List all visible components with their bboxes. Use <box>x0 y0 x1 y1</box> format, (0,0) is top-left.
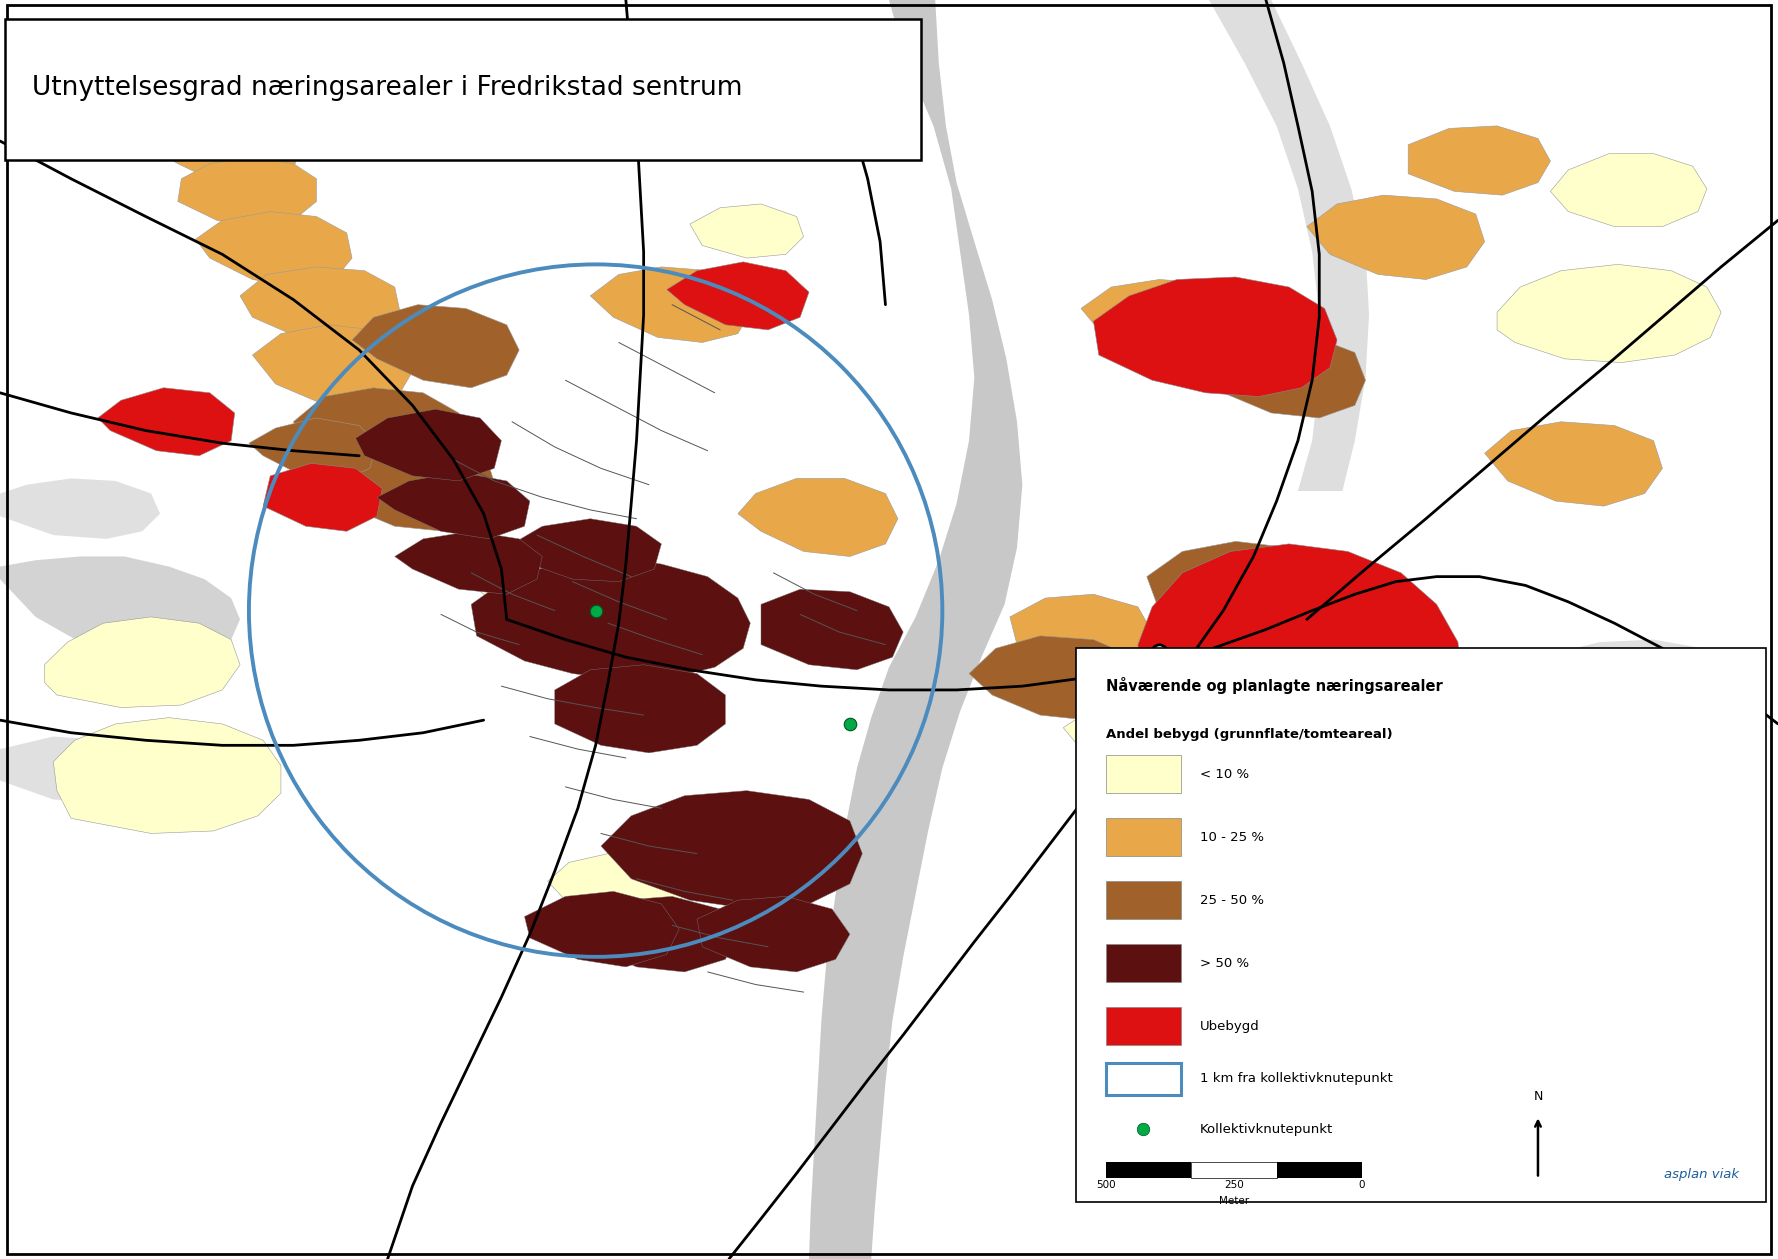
Polygon shape <box>601 791 862 909</box>
Polygon shape <box>1138 544 1462 749</box>
Polygon shape <box>196 212 352 287</box>
Bar <box>1106 1007 1181 1045</box>
Polygon shape <box>395 531 542 594</box>
Polygon shape <box>1081 279 1253 355</box>
Polygon shape <box>1408 126 1550 195</box>
Text: 10 - 25 %: 10 - 25 % <box>1200 831 1264 844</box>
Text: Meter: Meter <box>1220 1196 1248 1206</box>
Polygon shape <box>658 796 836 884</box>
Polygon shape <box>324 443 498 531</box>
Polygon shape <box>761 589 903 670</box>
Polygon shape <box>1307 195 1485 279</box>
Polygon shape <box>178 157 316 227</box>
Text: Nåværende og planlagte næringsarealer: Nåværende og planlagte næringsarealer <box>1106 677 1442 695</box>
Polygon shape <box>240 267 400 342</box>
Polygon shape <box>1458 833 1680 906</box>
Polygon shape <box>555 665 725 753</box>
FancyBboxPatch shape <box>1076 648 1766 1202</box>
Polygon shape <box>1497 264 1721 363</box>
Polygon shape <box>377 472 530 539</box>
Bar <box>1106 1063 1181 1095</box>
Polygon shape <box>263 463 382 531</box>
Polygon shape <box>667 262 809 330</box>
Text: 25 - 50 %: 25 - 50 % <box>1200 894 1264 906</box>
Polygon shape <box>471 556 750 680</box>
Polygon shape <box>1063 708 1173 762</box>
Polygon shape <box>525 891 679 967</box>
Bar <box>1277 1162 1362 1178</box>
Polygon shape <box>0 478 160 539</box>
Polygon shape <box>697 896 850 972</box>
Text: > 50 %: > 50 % <box>1200 957 1250 969</box>
Text: < 10 %: < 10 % <box>1200 768 1250 781</box>
Polygon shape <box>252 325 412 405</box>
Text: asplan viak: asplan viak <box>1664 1168 1739 1181</box>
Bar <box>1106 944 1181 982</box>
Text: 1 km fra kollektivknutepunkt: 1 km fra kollektivknutepunkt <box>1200 1073 1392 1085</box>
Polygon shape <box>466 556 578 604</box>
Polygon shape <box>738 478 898 556</box>
Polygon shape <box>590 267 750 342</box>
Text: Ubebygd: Ubebygd <box>1200 1020 1261 1032</box>
Text: N: N <box>1533 1090 1543 1103</box>
Polygon shape <box>1209 0 1369 491</box>
Bar <box>1106 755 1181 793</box>
Polygon shape <box>690 204 804 258</box>
Polygon shape <box>1147 541 1330 640</box>
Polygon shape <box>53 718 281 833</box>
Polygon shape <box>44 617 240 708</box>
Polygon shape <box>969 636 1141 720</box>
Polygon shape <box>1195 334 1366 418</box>
Polygon shape <box>356 409 501 481</box>
Polygon shape <box>0 556 240 657</box>
Polygon shape <box>1485 422 1662 506</box>
Polygon shape <box>1010 594 1152 670</box>
Polygon shape <box>1515 640 1725 718</box>
Polygon shape <box>1414 1013 1591 1098</box>
Polygon shape <box>1550 154 1707 227</box>
Polygon shape <box>583 896 738 972</box>
Polygon shape <box>1200 745 1396 828</box>
Text: Kollektivknutepunkt: Kollektivknutepunkt <box>1200 1123 1334 1136</box>
Polygon shape <box>0 737 156 803</box>
Polygon shape <box>548 854 685 917</box>
Polygon shape <box>1093 277 1337 397</box>
Polygon shape <box>146 116 299 186</box>
Polygon shape <box>512 519 661 582</box>
Text: 0: 0 <box>1358 1181 1366 1191</box>
Polygon shape <box>1159 825 1337 909</box>
Text: 500: 500 <box>1095 1181 1117 1191</box>
FancyBboxPatch shape <box>5 19 921 160</box>
Polygon shape <box>352 305 519 388</box>
Polygon shape <box>249 418 377 481</box>
Text: 250: 250 <box>1223 1181 1245 1191</box>
Text: Andel bebygd (grunnflate/tomteareal): Andel bebygd (grunnflate/tomteareal) <box>1106 728 1392 740</box>
Text: Utnyttelsesgrad næringsarealer i Fredrikstad sentrum: Utnyttelsesgrad næringsarealer i Fredrik… <box>32 76 743 101</box>
Bar <box>1106 818 1181 856</box>
Bar <box>1106 881 1181 919</box>
Polygon shape <box>1152 884 1355 967</box>
Polygon shape <box>1337 917 1568 1042</box>
Bar <box>1191 1162 1277 1178</box>
Bar <box>1106 1162 1191 1178</box>
Polygon shape <box>809 0 1022 1259</box>
Polygon shape <box>98 388 235 456</box>
Polygon shape <box>293 388 466 476</box>
